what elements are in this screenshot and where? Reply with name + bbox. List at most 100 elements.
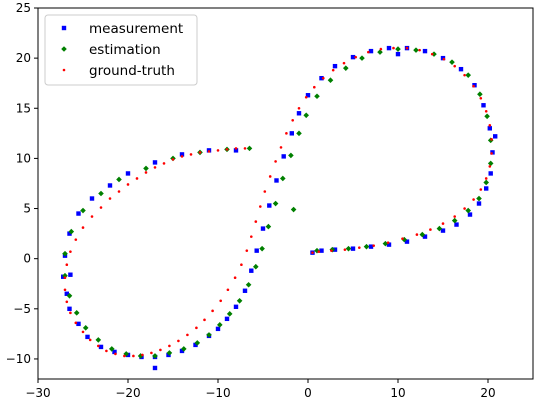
ground-truth-point xyxy=(126,183,130,186)
measurement-point xyxy=(193,342,198,348)
ground-truth-point xyxy=(150,351,153,355)
estimation-point xyxy=(345,245,352,252)
measurement-point xyxy=(332,63,338,69)
measurement-point xyxy=(260,226,266,231)
ground-truth-point xyxy=(488,165,492,168)
ground-truth-point xyxy=(162,162,166,165)
estimation-point xyxy=(280,175,286,182)
y-tick-label: 15 xyxy=(16,101,31,115)
ground-truth-point xyxy=(189,153,193,156)
series-estimation xyxy=(62,46,494,359)
measurement-point xyxy=(395,51,401,57)
ground-truth-point xyxy=(279,146,283,149)
estimation-point xyxy=(343,65,349,71)
ground-truth-point xyxy=(207,150,211,153)
measurement-point xyxy=(386,45,392,51)
ground-truth-point xyxy=(330,249,333,252)
estimation-point xyxy=(217,322,223,328)
estimation-point xyxy=(116,176,122,183)
ground-truth-point xyxy=(69,250,72,253)
estimation-point xyxy=(206,332,212,338)
legend-marker-estimation xyxy=(61,46,67,52)
x-tick-label: 20 xyxy=(480,386,495,400)
measurement-point xyxy=(490,150,495,155)
estimation-point xyxy=(483,179,489,186)
measurement-point xyxy=(166,352,171,358)
estimation-point xyxy=(359,55,365,61)
ground-truth-point xyxy=(259,205,262,208)
measurement-point xyxy=(454,222,459,227)
estimation-point xyxy=(449,59,455,65)
ground-truth-point xyxy=(479,188,483,191)
measurement-point xyxy=(274,178,279,183)
ground-truth-point xyxy=(392,46,395,50)
ground-truth-point xyxy=(367,50,370,54)
estimation-point xyxy=(80,207,86,214)
estimation-point xyxy=(143,165,149,172)
measurement-point xyxy=(488,171,493,176)
estimation-point xyxy=(484,113,490,120)
ground-truth-point xyxy=(198,151,202,154)
measurement-point xyxy=(493,134,498,139)
series-ground-truth xyxy=(63,46,493,358)
estimation-point xyxy=(62,272,68,279)
measurement-point xyxy=(350,246,356,251)
y-tick-label: −10 xyxy=(6,352,31,366)
data-marks xyxy=(61,45,498,371)
ground-truth-point xyxy=(479,96,483,100)
ground-truth-point xyxy=(463,207,466,210)
ground-truth-point xyxy=(254,220,258,223)
measurement-point xyxy=(484,186,489,191)
ground-truth-point xyxy=(63,276,67,280)
ground-truth-point xyxy=(144,171,148,174)
measurement-point xyxy=(319,248,324,253)
ground-truth-point xyxy=(233,276,237,280)
measurement-point xyxy=(319,75,324,81)
series-measurement xyxy=(61,45,498,371)
estimation-point xyxy=(419,231,426,238)
estimation-point xyxy=(477,91,483,98)
estimation-point xyxy=(436,225,443,232)
estimation-point xyxy=(327,77,334,83)
ground-truth-point xyxy=(250,235,253,238)
ground-truth-point xyxy=(90,215,94,218)
estimation-point xyxy=(465,207,471,214)
ground-truth-point xyxy=(472,198,475,201)
measurement-point xyxy=(305,93,311,98)
ground-truth-point xyxy=(354,55,358,59)
estimation-point xyxy=(246,145,253,152)
measurement-point xyxy=(179,152,185,157)
x-tick-label: −10 xyxy=(205,386,230,400)
axes-frame xyxy=(37,7,534,380)
ground-truth-point xyxy=(331,68,335,72)
measurement-point xyxy=(107,183,113,188)
ground-truth-point xyxy=(313,85,316,89)
measurement-point xyxy=(487,126,492,131)
measurement-point xyxy=(476,201,482,206)
legend-label: estimation xyxy=(89,42,161,58)
legend-label: ground-truth xyxy=(89,63,175,79)
ground-truth-point xyxy=(141,353,144,357)
x-tick-label: 0 xyxy=(304,386,312,400)
ground-truth-point xyxy=(216,149,220,152)
ground-truth-point xyxy=(343,248,347,251)
ground-truth-point xyxy=(88,338,92,342)
ground-truth-point xyxy=(74,238,78,241)
ground-truth-point xyxy=(105,349,108,353)
ground-truth-point xyxy=(177,339,180,343)
ground-truth-point xyxy=(418,48,421,52)
ground-truth-point xyxy=(472,84,475,88)
estimation-point xyxy=(181,346,187,352)
y-tick-label: 25 xyxy=(16,1,31,15)
ground-truth-point xyxy=(195,326,198,330)
measurement-point xyxy=(281,154,286,159)
measurement-point xyxy=(422,234,428,239)
estimation-point xyxy=(194,340,201,346)
ground-truth-point xyxy=(180,155,184,158)
measurement-point xyxy=(76,321,81,327)
measurement-point xyxy=(458,66,464,72)
estimation-point xyxy=(363,243,370,250)
estimation-point xyxy=(98,190,104,197)
ground-truth-point xyxy=(484,109,488,113)
ground-truth-point xyxy=(171,158,175,161)
